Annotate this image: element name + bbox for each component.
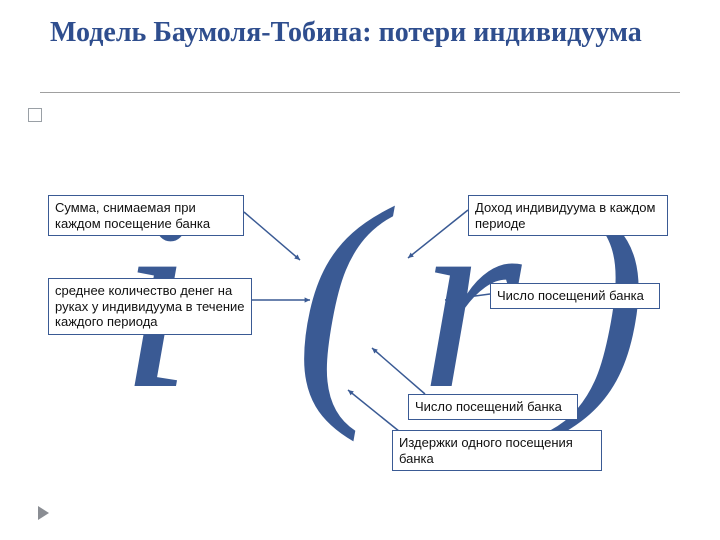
label-avg-cash: среднее количество денег на руках у инди…: [48, 278, 252, 335]
slide: Модель Баумоля-Тобина: потери индивидуум…: [0, 0, 720, 540]
label-income-per-period: Доход индивидуума в каждом периоде: [468, 195, 668, 236]
label-withdrawal-amount: Сумма, снимаемая при каждом посещение ба…: [48, 195, 244, 236]
label-visits-mid: Число посещений банка: [408, 394, 578, 420]
label-visit-cost: Издержки одного посещения банка: [392, 430, 602, 471]
connectors-layer: [0, 0, 720, 540]
play-marker-icon: [38, 506, 49, 520]
label-visits-right: Число посещений банка: [490, 283, 660, 309]
